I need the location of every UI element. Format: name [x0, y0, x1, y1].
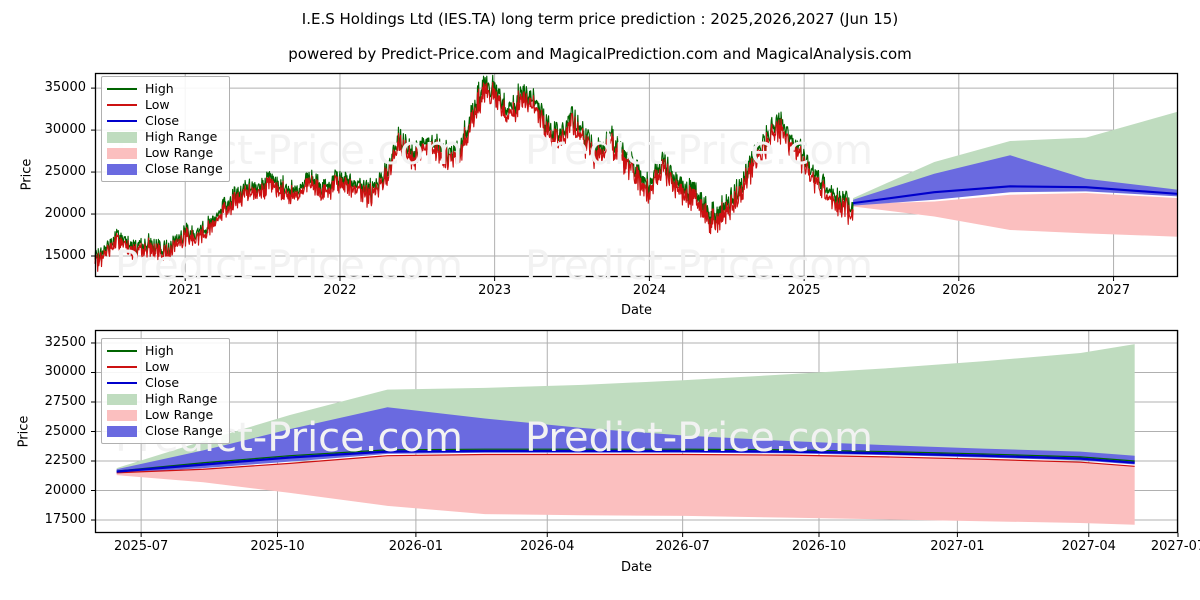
- legend-line-swatch: [107, 88, 137, 90]
- top-chart-legend: High Low Close High Range Low Range Close Ran…: [101, 76, 230, 182]
- legend-line-swatch: [107, 120, 137, 122]
- legend-item-low-range: Low Range: [107, 145, 223, 161]
- low-range-band: [853, 193, 1178, 237]
- y-tick-label: 30000: [44, 122, 86, 138]
- x-tick-label: 2023: [478, 283, 512, 298]
- bottom-chart-panel: [91, 329, 1179, 537]
- legend-item-label: Close: [145, 113, 180, 128]
- legend-item-close: Close: [107, 375, 223, 391]
- legend-item-low: Low: [107, 359, 223, 375]
- x-tick-label: 2025-07: [113, 539, 169, 554]
- legend-item-label: Low: [145, 359, 170, 374]
- low-price-line: [116, 453, 1135, 474]
- close-price-line: [116, 449, 1135, 473]
- page-title: I.E.S Holdings Ltd (IES.TA) long term pr…: [301, 10, 899, 28]
- legend-line-swatch: [107, 104, 137, 106]
- legend-patch-swatch: [107, 409, 137, 421]
- x-tick-label: 2025-10: [250, 539, 305, 554]
- legend-item-label: Close: [145, 375, 180, 390]
- low-price-line: [94, 81, 854, 272]
- legend-item-label: High Range: [145, 391, 218, 406]
- legend-item-high: High: [107, 343, 223, 359]
- y-tick-label: 25000: [44, 164, 86, 180]
- legend-item-label: High: [145, 343, 174, 358]
- legend-patch-swatch: [107, 393, 137, 405]
- legend-item-low: Low: [107, 97, 223, 113]
- x-tick-label: 2026-04: [520, 539, 575, 554]
- legend-patch-swatch: [107, 163, 137, 175]
- x-tick-label: 2027-07: [1150, 539, 1200, 554]
- x-tick-label: 2026: [942, 283, 976, 298]
- x-tick-label: 2026-10: [791, 539, 847, 554]
- legend-item-label: High Range: [145, 129, 218, 144]
- x-tick-label: 2026-07: [655, 539, 710, 554]
- plot-frame: [94, 72, 1179, 278]
- legend-item-close-range: Close Range: [107, 423, 223, 439]
- y-tick-label: 25000: [44, 423, 86, 439]
- x-tick-label: 2026-01: [388, 539, 444, 554]
- legend-patch-swatch: [107, 425, 137, 437]
- legend-item-high-range: High Range: [107, 391, 223, 407]
- legend-patch-swatch: [107, 147, 137, 159]
- y-tick-label: 22500: [44, 453, 86, 468]
- legend-line-swatch: [107, 382, 137, 384]
- x-tick-label: 2022: [323, 283, 357, 298]
- y-tick-label: 17500: [44, 512, 86, 528]
- close-range-band: [116, 407, 1135, 474]
- x-tick-label: 2027: [1097, 283, 1131, 298]
- legend-item-label: Close Range: [145, 423, 223, 438]
- top-chart-plot: [91, 72, 1179, 281]
- y-tick-label: 32500: [44, 334, 86, 350]
- y-tick-label: 27500: [44, 393, 86, 409]
- legend-item-label: High: [145, 81, 174, 96]
- y-tick-label: 20000: [44, 482, 86, 498]
- y-tick-label: 15000: [44, 248, 86, 263]
- legend-item-high-range: High Range: [107, 129, 223, 145]
- legend-patch-swatch: [107, 131, 137, 143]
- close-price-line: [852, 185, 1179, 205]
- page-subtitle: powered by Predict-Price.com and Magical…: [288, 45, 912, 63]
- legend-item-label: Low Range: [145, 145, 214, 160]
- top-x-axis-label: Date: [620, 303, 653, 318]
- high-price-line: [116, 448, 1135, 472]
- legend-item-label: Low Range: [145, 407, 214, 422]
- legend-line-swatch: [107, 366, 137, 368]
- legend-item-label: Close Range: [145, 161, 223, 176]
- bottom-x-axis-label: Date: [620, 560, 653, 575]
- x-tick-label: 2025: [787, 283, 821, 298]
- bottom-chart-plot: [91, 329, 1179, 537]
- plot-frame: [94, 329, 1179, 534]
- y-tick-label: 35000: [44, 80, 86, 96]
- x-tick-label: 2027-04: [1061, 539, 1116, 554]
- y-tick-label: 30000: [44, 364, 86, 380]
- legend-item-high: High: [107, 81, 223, 97]
- top-chart-panel: [91, 72, 1179, 281]
- legend-line-swatch: [107, 350, 137, 352]
- low-range-band: [116, 454, 1135, 525]
- x-tick-label: 2024: [632, 283, 666, 298]
- legend-item-close: Close: [107, 113, 223, 129]
- x-tick-label: 2027-01: [930, 539, 985, 554]
- y-tick-label: 20000: [44, 206, 86, 222]
- bottom-chart-legend: High Low Close High Range Low Range Close Ran…: [101, 338, 230, 444]
- legend-item-label: Low: [145, 97, 170, 112]
- legend-item-low-range: Low Range: [107, 407, 223, 423]
- legend-item-close-range: Close Range: [107, 161, 223, 177]
- x-tick-label: 2021: [168, 283, 202, 298]
